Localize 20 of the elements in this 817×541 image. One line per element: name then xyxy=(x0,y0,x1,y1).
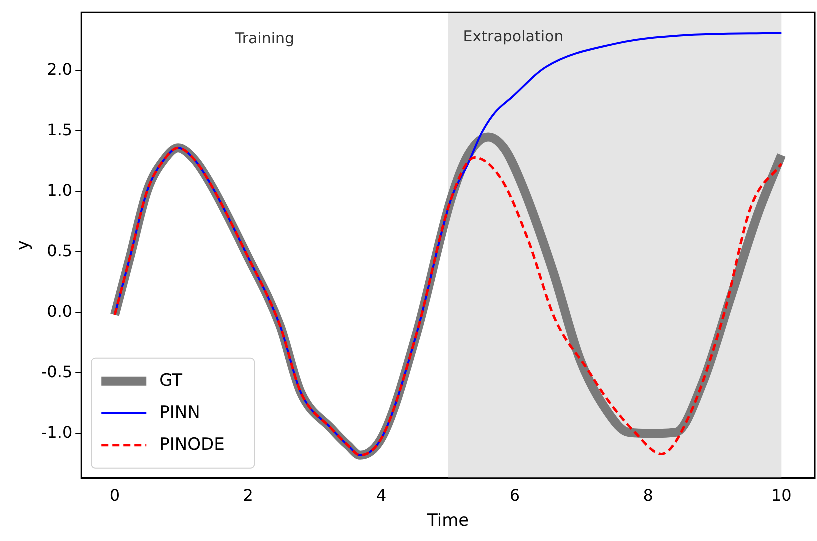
y-axis-title: y xyxy=(14,240,34,251)
band-label: Extrapolation xyxy=(463,27,564,46)
x-tick-label: 4 xyxy=(376,486,387,506)
x-tick-label: 2 xyxy=(243,486,254,506)
x-axis-title: Time xyxy=(426,511,470,532)
legend-label: GT xyxy=(160,370,184,391)
y-tick-label: 1.0 xyxy=(47,180,73,200)
x-tick-label: 6 xyxy=(510,486,520,506)
annotation: Training xyxy=(234,29,295,48)
legend-label: PINN xyxy=(160,402,200,423)
x-tick-label: 10 xyxy=(771,486,792,506)
y-tick-label: 1.5 xyxy=(47,120,73,140)
y-tick-label: -0.5 xyxy=(41,362,73,382)
y-tick-label: -1.0 xyxy=(41,422,73,442)
y-tick-label: 2.0 xyxy=(47,60,73,79)
x-tick-label: 0 xyxy=(110,486,120,506)
y-tick-label: 0.0 xyxy=(47,302,73,321)
x-tick-label: 8 xyxy=(643,486,654,506)
y-tick-label: 0.5 xyxy=(47,241,73,260)
legend-label: PINODE xyxy=(160,434,225,455)
